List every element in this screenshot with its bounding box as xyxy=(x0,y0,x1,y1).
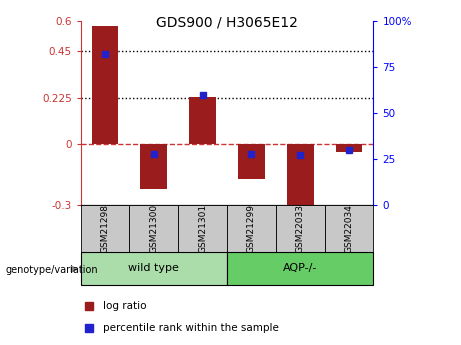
Text: wild type: wild type xyxy=(129,263,179,273)
Text: log ratio: log ratio xyxy=(103,301,147,311)
Bar xyxy=(81,252,227,285)
Text: GSM21300: GSM21300 xyxy=(149,204,159,253)
Text: GDS900 / H3065E12: GDS900 / H3065E12 xyxy=(156,16,298,30)
Text: genotype/variation: genotype/variation xyxy=(6,265,98,275)
Text: percentile rank within the sample: percentile rank within the sample xyxy=(103,323,279,333)
Text: AQP-/-: AQP-/- xyxy=(283,263,318,273)
Text: GSM22033: GSM22033 xyxy=(296,204,305,253)
Bar xyxy=(178,205,227,252)
Bar xyxy=(325,205,373,252)
Bar xyxy=(276,205,325,252)
Bar xyxy=(189,97,216,144)
Bar xyxy=(141,144,167,189)
Bar xyxy=(238,144,265,179)
Text: GSM21301: GSM21301 xyxy=(198,204,207,253)
Bar xyxy=(287,144,313,215)
Text: GSM21299: GSM21299 xyxy=(247,204,256,253)
Bar xyxy=(227,252,373,285)
Text: GSM21298: GSM21298 xyxy=(100,204,110,253)
Text: GSM22034: GSM22034 xyxy=(344,204,354,253)
Bar xyxy=(336,144,362,152)
Bar xyxy=(81,205,130,252)
Bar xyxy=(130,205,178,252)
Bar xyxy=(227,205,276,252)
Bar xyxy=(92,26,118,144)
